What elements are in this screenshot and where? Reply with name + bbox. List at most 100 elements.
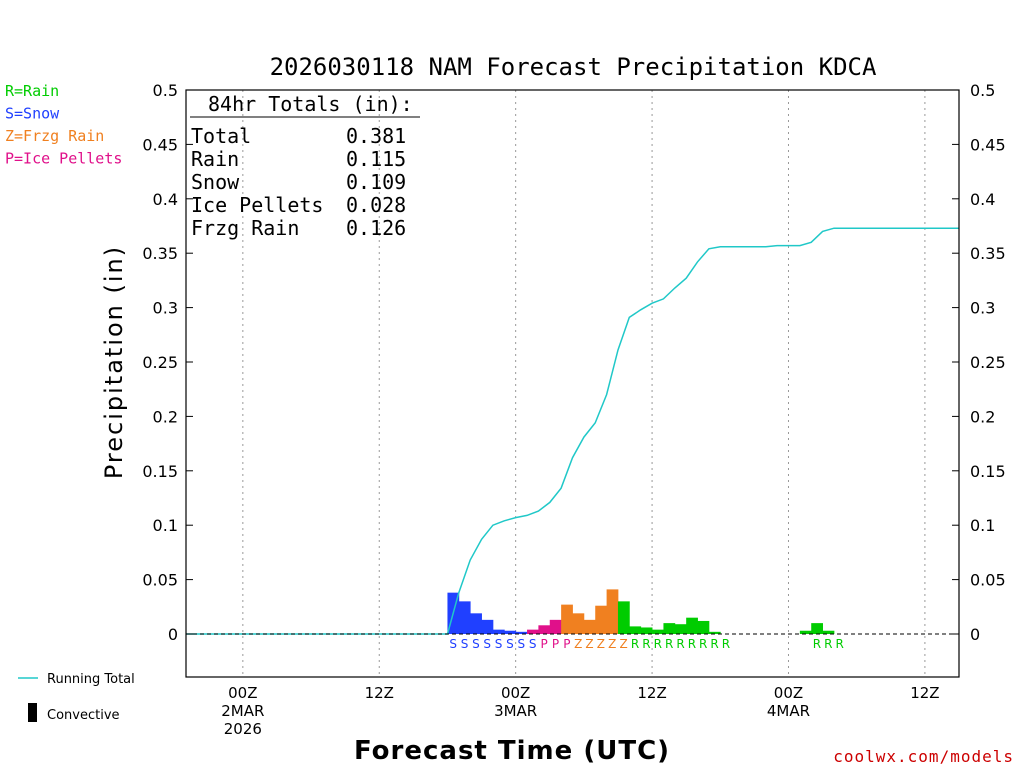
totals-box: 84hr Totals (in): Total 0.381 Rain 0.115 Sno… [190,92,420,240]
totals-row-value: 0.028 [346,193,406,217]
y-tick-label-right: 0.4 [970,190,995,209]
y-tick-label-right: 0.3 [970,299,995,318]
precip-type-letter: R [654,637,662,651]
precip-bar [617,601,630,634]
totals-row-value: 0.381 [346,124,406,148]
precip-type-legend-item: Z=Frzg Rain [5,127,104,145]
y-tick-label-left: 0.3 [153,299,178,318]
precip-type-letter: Z [597,637,605,651]
precip-type-letter: R [665,637,673,651]
precip-bar [652,629,664,634]
y-tick-label-right: 0.1 [970,516,995,535]
plot-frame [185,89,960,678]
precip-type-letter: S [461,637,469,651]
totals-row-value: 0.109 [346,170,406,194]
totals-row-value: 0.126 [346,216,406,240]
totals-row-value: 0.115 [346,147,406,171]
x-tick-label: 2026 [224,720,262,738]
running-total-legend-label: Running Total [47,672,135,687]
y-tick-label-right: 0.25 [970,353,1006,372]
x-tick-label: 12Z [637,684,666,702]
precip-bar [572,613,585,634]
chart-title: 2026030118 NAM Forecast Precipitation KD… [270,53,877,81]
precip-bar [549,619,562,634]
x-tick-label: 4MAR [767,702,810,720]
y-tick-label-right: 0.05 [970,571,1006,590]
convective-legend-label: Convective [47,708,120,723]
y-tick-label-left: 0.05 [142,571,178,590]
x-tick-label: 00Z [774,684,803,702]
y-tick-label-left: 0 [168,625,178,644]
precip-type-letter: S [472,637,480,651]
precip-type-letter: R [699,637,707,651]
x-axis-label: Forecast Time (UTC) [354,736,670,766]
precip-type-letter: R [631,637,639,651]
y-axis-label: Precipitation (in) [100,245,128,479]
precip-bar [629,626,642,634]
precip-bar [538,625,551,634]
y-tick-label-left: 0.15 [142,462,178,481]
totals-row-label: Ice Pellets [191,193,323,217]
totals-row-label: Snow [191,170,240,194]
precip-type-letter: R [824,637,832,651]
y-tick-label-right: 0.2 [970,407,995,426]
precip-type-letter: P [563,637,570,651]
precip-type-legend-item: S=Snow [5,105,60,123]
precip-type-letter: R [710,637,718,651]
y-tick-label-right: 0.5 [970,81,995,100]
precip-bar [481,619,494,634]
x-tick-label: 00Z [501,684,530,702]
y-tick-label-right: 0 [970,625,980,644]
totals-row-label: Rain [191,147,239,171]
precip-type-letter: Z [608,637,616,651]
series-legend: Running Total Convective [18,672,135,723]
precip-bar [515,631,528,634]
precip-bar [708,631,721,634]
precip-bar [799,630,812,634]
precip-bar [822,630,835,634]
precip-type-letter: R [642,637,650,651]
precip-bar [470,613,482,634]
x-tick-label: 12Z [910,684,939,702]
precip-type-letter: R [835,637,843,651]
precip-type-legend-item: P=Ice Pellets [5,150,122,168]
precip-bar [606,589,619,634]
convective-legend-swatch [28,703,37,722]
x-tick-label: 2MAR [221,702,264,720]
precip-bar [697,620,710,634]
y-tick-label-right: 0.35 [970,244,1006,263]
precip-type-letter: S [449,637,457,651]
precip-bar [583,619,596,634]
y-tick-label-left: 0.4 [153,190,178,209]
precip-bar [640,627,653,634]
y-tick-label-left: 0.35 [142,244,178,263]
precip-bar [458,601,471,634]
precip-type-letter: S [529,637,537,651]
precip-bar [811,623,823,634]
precip-type-letter: S [518,637,526,651]
x-tick-label: 3MAR [494,702,537,720]
precip-type-letter: Z [585,637,593,651]
precip-type-letter: R [676,637,684,651]
precip-type-letter: Z [620,637,628,651]
precip-bar [663,623,676,634]
x-tick-label: 12Z [365,684,394,702]
precip-type-letter: P [552,637,559,651]
y-tick-label-left: 0.2 [153,407,178,426]
running-total-line [186,227,959,635]
precip-bar [686,617,698,634]
totals-row-label: Total [191,124,251,148]
precip-type-letter: Z [574,637,582,651]
precip-type-letter: S [483,637,491,651]
precip-type-letter: P [540,637,547,651]
precip-bar [561,604,573,634]
precip-type-letter: R [688,637,696,651]
y-tick-label-left: 0.25 [142,353,178,372]
precip-type-letter: S [495,637,503,651]
precip-bar [527,629,539,634]
precip-type-letter: R [813,637,821,651]
precip-bar [504,630,517,634]
precip-type-legend: R=Rain S=Snow Z=Frzg Rain P=Ice Pellets [5,82,122,168]
precip-type-legend-item: R=Rain [5,82,59,100]
